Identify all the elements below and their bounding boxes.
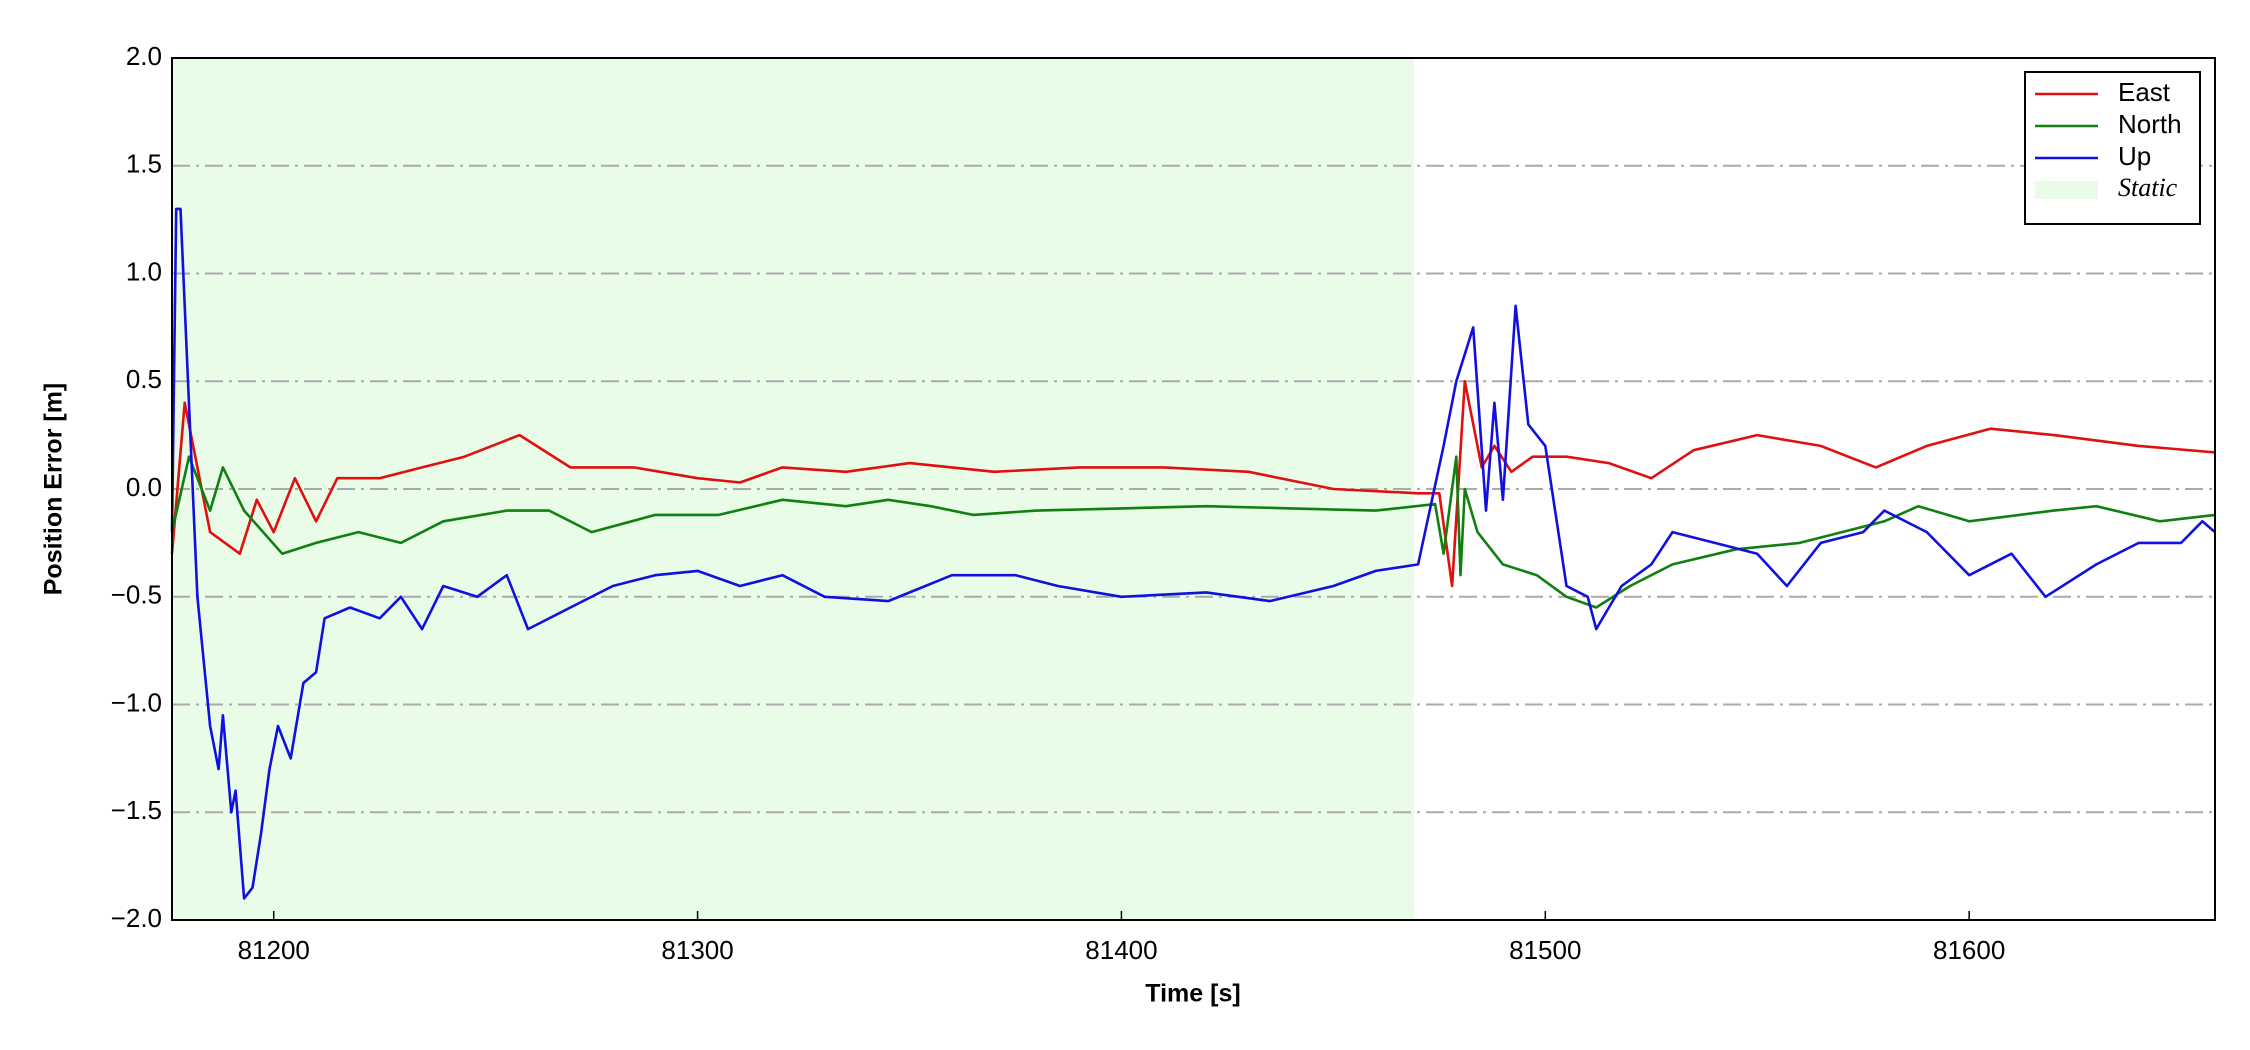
- y-axis-label: Position Error [m]: [40, 383, 68, 596]
- y-tick-label: 0.5: [126, 364, 162, 394]
- legend-label: East: [2118, 77, 2171, 107]
- series-line: [170, 455, 2216, 609]
- legend-label: Up: [2118, 141, 2151, 171]
- series-line: [170, 207, 2216, 900]
- y-tick-label: 1.5: [126, 149, 162, 179]
- y-tick-label: 1.0: [126, 256, 162, 286]
- y-tick-label: −2.0: [111, 903, 162, 933]
- y-tick-label: −0.5: [111, 580, 162, 610]
- y-tick-label: 2.0: [126, 41, 162, 71]
- x-tick-label: 81300: [661, 935, 733, 965]
- legend-label: North: [2118, 109, 2182, 139]
- x-tick-label: 81600: [1933, 935, 2005, 965]
- y-tick-label: 0.0: [126, 472, 162, 502]
- x-axis-label: Time [s]: [1145, 980, 1240, 1008]
- y-tick-label: −1.0: [111, 687, 162, 717]
- plot-frame: [171, 57, 2216, 921]
- y-tick-label: −1.5: [111, 795, 162, 825]
- legend-swatch: [2035, 181, 2098, 199]
- x-tick-label: 81500: [1509, 935, 1581, 965]
- x-tick-label: 81200: [238, 935, 310, 965]
- x-tick-label: 81400: [1085, 935, 1157, 965]
- series-line: [170, 380, 2216, 588]
- legend-label: Static: [2118, 173, 2178, 202]
